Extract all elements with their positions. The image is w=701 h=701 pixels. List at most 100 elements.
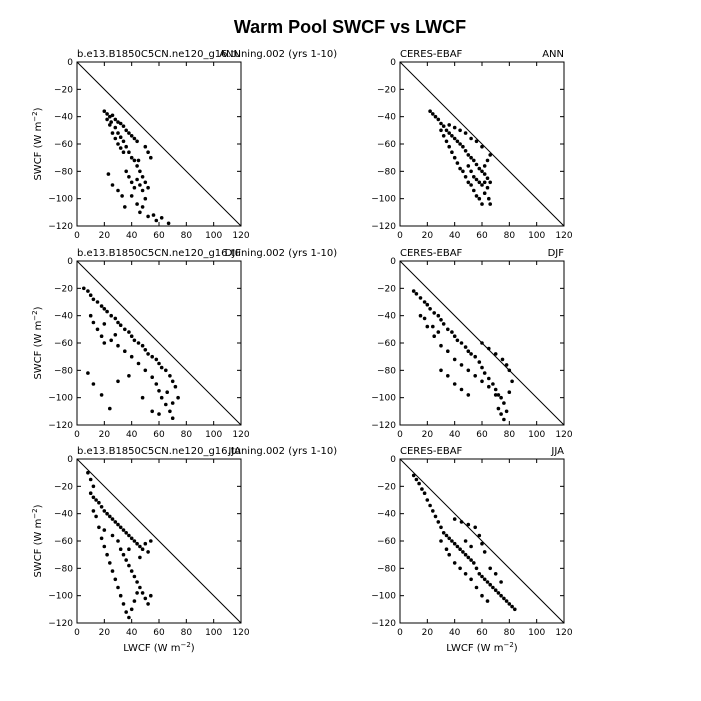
- data-point: [135, 139, 139, 144]
- data-point: [138, 183, 142, 187]
- data-point: [431, 509, 435, 513]
- x-tick-label: 100: [528, 628, 545, 638]
- data-point: [488, 153, 493, 157]
- data-point: [170, 416, 175, 421]
- data-point: [480, 541, 484, 546]
- data-point: [422, 300, 427, 304]
- data-point: [118, 323, 123, 328]
- data-point: [97, 525, 101, 530]
- data-point: [118, 146, 123, 150]
- y-tick-label: −60: [54, 140, 73, 150]
- data-point: [493, 572, 498, 576]
- data-point: [108, 406, 112, 411]
- data-point: [425, 302, 430, 307]
- data-point: [91, 297, 96, 302]
- data-point: [91, 382, 96, 386]
- x-tick-label: 0: [397, 231, 403, 241]
- data-point: [466, 349, 471, 354]
- y-tick-label: −60: [54, 537, 73, 547]
- data-point: [140, 591, 145, 595]
- data-point: [129, 180, 134, 185]
- data-point: [124, 558, 128, 562]
- data-point: [132, 338, 137, 343]
- data-point: [165, 390, 169, 395]
- data-point: [120, 194, 124, 198]
- data-point: [135, 202, 139, 206]
- data-point: [474, 139, 479, 144]
- data-point: [459, 520, 464, 524]
- data-point: [463, 552, 468, 557]
- data-point: [143, 348, 148, 352]
- data-point: [86, 371, 90, 375]
- panel-source-label: CERES-EBAF: [400, 446, 463, 457]
- x-axis-label-close: ): [514, 643, 518, 654]
- data-point: [102, 341, 107, 345]
- data-point: [110, 183, 115, 187]
- data-point: [149, 593, 153, 598]
- data-point: [82, 286, 86, 291]
- data-point: [480, 144, 484, 149]
- data-point: [487, 346, 491, 351]
- data-point: [105, 309, 109, 314]
- y-axis-label: SWCF (W m−2): [31, 107, 44, 180]
- data-point: [500, 357, 505, 362]
- data-point: [458, 566, 462, 571]
- data-point: [88, 313, 93, 318]
- data-point: [474, 566, 479, 571]
- panels: 0 20 40 60 80 100 1200−20−40−60−80−100−120b.e1…: [31, 49, 573, 654]
- data-point: [108, 114, 112, 119]
- panel-season-label: ANN: [542, 49, 564, 60]
- data-point: [502, 596, 506, 601]
- x-tick-label: 20: [422, 430, 434, 440]
- data-point: [432, 334, 437, 339]
- data-point: [159, 365, 164, 370]
- data-point: [504, 409, 509, 414]
- data-point: [154, 218, 159, 223]
- data-point: [466, 153, 471, 157]
- data-point: [127, 374, 131, 378]
- data-point: [444, 547, 449, 551]
- data-point: [113, 333, 118, 337]
- data-point: [146, 602, 150, 606]
- x-tick-label: 0: [397, 628, 403, 638]
- data-points: [82, 286, 180, 421]
- data-point: [132, 599, 137, 603]
- data-point: [150, 375, 154, 380]
- panel-source-label: b.e13.B1850C5CN.ne120_g16.tuning.002 (yr…: [77, 446, 337, 457]
- data-point: [469, 169, 473, 174]
- data-point: [127, 615, 131, 620]
- data-point: [146, 352, 150, 356]
- data-point: [433, 114, 438, 119]
- data-point: [105, 552, 109, 557]
- y-tick-label: −20: [54, 85, 73, 95]
- data-point: [140, 188, 145, 193]
- data-point: [121, 139, 126, 144]
- data-point: [466, 164, 471, 168]
- data-point: [458, 128, 462, 133]
- data-point: [493, 588, 498, 592]
- data-point: [411, 289, 416, 293]
- data-point: [452, 155, 457, 160]
- data-point: [123, 205, 127, 209]
- x-tick-label: 40: [449, 231, 461, 241]
- data-point: [482, 172, 487, 176]
- y-tick-label: −120: [371, 421, 396, 431]
- data-point: [113, 520, 118, 524]
- x-tick-label: 20: [99, 430, 111, 440]
- reference-line: [76, 260, 242, 426]
- data-point: [488, 202, 493, 206]
- data-point: [105, 511, 109, 516]
- data-point: [469, 544, 473, 549]
- data-point: [94, 514, 98, 519]
- y-tick-label: 0: [390, 257, 396, 267]
- data-point: [143, 596, 148, 601]
- data-point: [441, 124, 446, 128]
- data-point: [450, 134, 454, 138]
- data-point: [159, 216, 164, 220]
- data-point: [507, 368, 512, 373]
- y-tick-label: 0: [390, 455, 396, 465]
- data-point: [138, 585, 142, 590]
- y-axis-label-close: ): [33, 504, 44, 508]
- y-tick-label: −100: [48, 195, 73, 205]
- x-tick-label: 20: [422, 231, 434, 241]
